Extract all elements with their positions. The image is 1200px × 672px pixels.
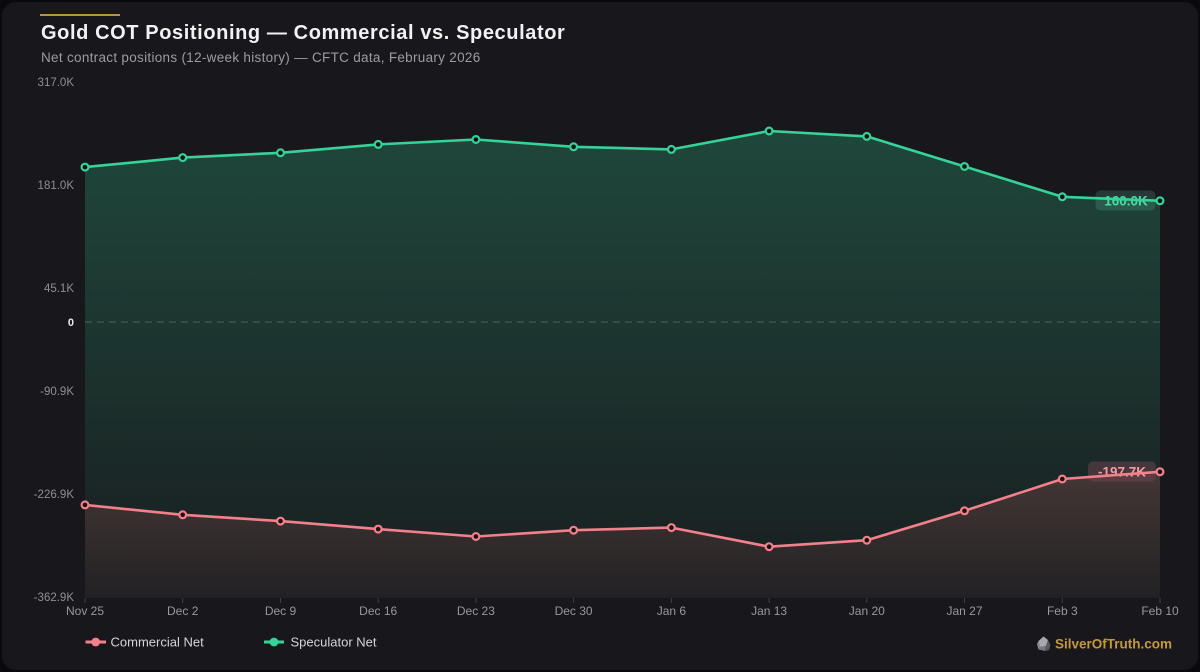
- svg-text:181.0K: 181.0K: [38, 180, 75, 192]
- svg-text:45.1K: 45.1K: [44, 283, 74, 295]
- svg-text:-197.7K: -197.7K: [1098, 465, 1146, 480]
- svg-text:-90.9K: -90.9K: [40, 386, 74, 398]
- svg-text:Commercial Net: Commercial Net: [111, 635, 205, 650]
- svg-text:Nov 25: Nov 25: [66, 604, 104, 618]
- svg-text:-362.9K: -362.9K: [34, 592, 75, 604]
- svg-text:Dec 16: Dec 16: [359, 604, 397, 618]
- svg-text:Dec 23: Dec 23: [457, 604, 495, 618]
- svg-text:SilverOfTruth.com: SilverOfTruth.com: [1055, 637, 1172, 652]
- svg-text:Feb 10: Feb 10: [1141, 604, 1179, 618]
- svg-text:Dec 30: Dec 30: [555, 604, 593, 618]
- svg-text:160.0K: 160.0K: [1104, 194, 1148, 209]
- svg-text:Jan 27: Jan 27: [946, 604, 982, 618]
- svg-text:0: 0: [68, 317, 74, 329]
- svg-text:317.0K: 317.0K: [38, 77, 75, 89]
- svg-text:Speculator Net: Speculator Net: [291, 635, 377, 650]
- svg-text:Feb 3: Feb 3: [1047, 604, 1078, 618]
- svg-text:Jan 20: Jan 20: [849, 604, 885, 618]
- svg-text:Dec 2: Dec 2: [167, 604, 199, 618]
- svg-text:Dec 9: Dec 9: [265, 604, 297, 618]
- svg-text:Jan 6: Jan 6: [657, 604, 687, 618]
- svg-text:-226.9K: -226.9K: [34, 489, 75, 501]
- svg-text:Jan 13: Jan 13: [751, 604, 787, 618]
